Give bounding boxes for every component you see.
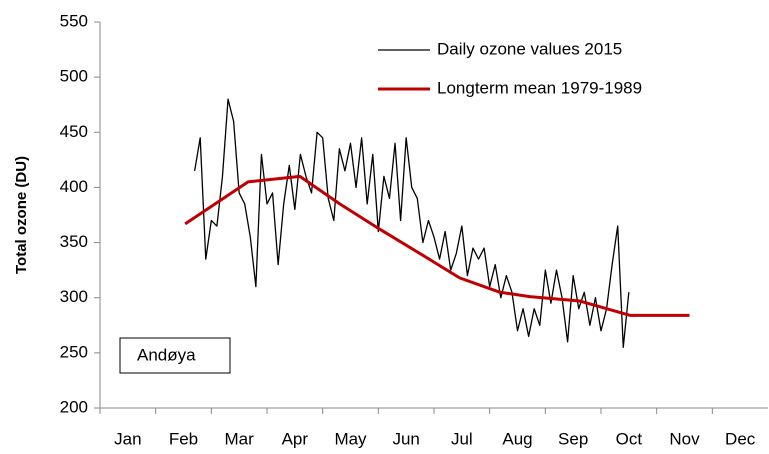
y-tick-label: 400 (60, 177, 88, 196)
x-tick-label: Sep (558, 429, 588, 448)
x-tick-label: Mar (225, 429, 255, 448)
y-tick-label: 350 (60, 232, 88, 251)
y-tick-label: 300 (60, 287, 88, 306)
y-tick-label: 450 (60, 122, 88, 141)
x-tick-label: Nov (669, 429, 700, 448)
x-tick-label: Oct (616, 429, 643, 448)
x-tick-label: Dec (725, 429, 756, 448)
series-line (184, 174, 690, 317)
x-tick-label: May (334, 429, 367, 448)
y-tick-label: 550 (60, 11, 88, 30)
x-tick-label: Jun (392, 429, 419, 448)
annotation-box (119, 337, 231, 374)
y-tick-label: 250 (60, 342, 88, 361)
x-tick-label: Apr (282, 429, 309, 448)
y-tick-label: 200 (60, 397, 88, 416)
y-tick-label: 500 (60, 67, 88, 86)
x-tick-label: Jul (451, 429, 473, 448)
legend-label: Daily ozone values 2015 (437, 39, 622, 58)
series-line (193, 98, 630, 348)
x-tick-label: Aug (502, 429, 532, 448)
annotation: Andøya (137, 345, 196, 364)
y-axis-label: Total ozone (DU) (13, 156, 30, 274)
legend-label: Longterm mean 1979-1989 (437, 78, 642, 97)
x-tick-label: Jan (114, 429, 141, 448)
x-tick-label: Feb (169, 429, 198, 448)
